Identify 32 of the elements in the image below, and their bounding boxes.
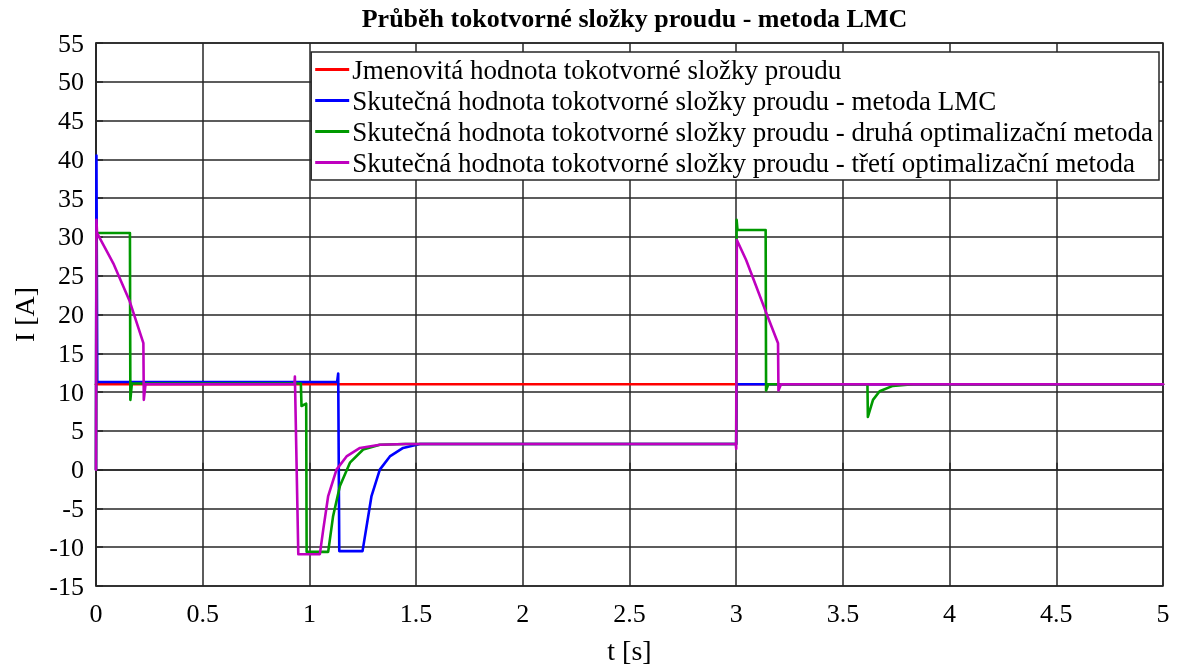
y-axis-title: I [A] — [8, 286, 40, 343]
chart-title: Průběh tokotvorné složky proudu - metoda LMC — [361, 3, 908, 33]
y-tick-label: 0 — [71, 455, 84, 485]
x-tick-label: 3 — [729, 598, 743, 628]
y-tick-label: -15 — [49, 571, 84, 601]
y-tick-label: 30 — [58, 222, 84, 252]
y-tick-label: 40 — [58, 144, 84, 174]
x-tick-label: 5 — [1156, 598, 1170, 628]
x-tick-label: 2 — [516, 598, 530, 628]
legend-label: Skutečná hodnota tokotvorné složky proudu - metoda LMC — [352, 85, 997, 116]
x-tick-label: 1.5 — [399, 598, 433, 628]
legend-label: Jmenovitá hodnota tokotvorné složky proudu — [352, 54, 842, 85]
y-tick-label: -5 — [62, 493, 84, 523]
x-tick-label: 4 — [943, 598, 957, 628]
legend-label: Skutečná hodnota tokotvorné složky proudu - třetí optimalizační metoda — [352, 147, 1136, 178]
x-tick-label: 3.5 — [826, 598, 860, 628]
y-tick-label: 20 — [58, 300, 84, 329]
y-tick-label: 50 — [58, 67, 84, 97]
y-tick-label: 55 — [58, 28, 84, 58]
x-tick-label: 2.5 — [613, 598, 646, 628]
y-tick-label: 45 — [58, 106, 84, 136]
x-tick-label: 4.5 — [1040, 598, 1073, 628]
x-tick-label: 1 — [302, 598, 316, 628]
legend-label: Skutečná hodnota tokotvorné složky proudu - druhá optimalizační metoda — [352, 116, 1154, 147]
x-tick-label: 0.5 — [186, 598, 219, 628]
y-tick-label: 25 — [58, 261, 84, 291]
y-tick-label: -10 — [49, 532, 84, 562]
y-tick-label: 10 — [58, 377, 84, 407]
y-tick-label: 35 — [58, 183, 84, 213]
y-tick-label: 5 — [71, 416, 84, 446]
x-axis-title: t [s] — [607, 634, 652, 666]
y-tick-label: 15 — [58, 338, 84, 368]
